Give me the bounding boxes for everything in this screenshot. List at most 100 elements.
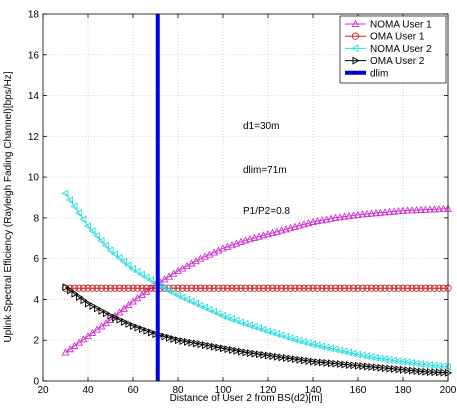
series-0-marker-60 (331, 213, 340, 221)
series-0-marker-54 (304, 219, 313, 227)
series-3-marker-74 (395, 365, 403, 374)
plot-series (61, 14, 453, 381)
series-1-marker-3 (75, 284, 83, 292)
series-2-marker-43 (254, 324, 263, 333)
series-2-marker-39 (236, 318, 245, 327)
x-tick-label-9: 200 (440, 385, 457, 396)
series-3-marker-10 (107, 311, 115, 320)
series-3-marker-70 (377, 363, 385, 372)
series-2-marker-6 (88, 226, 96, 235)
series-2-marker-17 (137, 270, 146, 279)
series-0-marker-70 (376, 208, 385, 216)
series-1-marker-61 (336, 284, 344, 292)
series-2-marker-48 (277, 331, 285, 340)
y-tick-label-5: 10 (28, 173, 40, 184)
y-tick-label-1: 2 (33, 336, 39, 347)
series-3-marker-79 (417, 367, 426, 376)
series-1-marker-45 (264, 284, 272, 292)
series-0-marker-75 (399, 206, 407, 214)
series-2-marker-34 (214, 309, 222, 318)
series-3-marker-31 (201, 341, 210, 350)
series-1-marker-28 (187, 284, 196, 292)
series-1-marker-6 (88, 284, 97, 292)
series-3-marker-63 (345, 360, 354, 369)
series-3-marker-38 (233, 346, 241, 355)
series-2-marker-41 (245, 321, 254, 330)
series-0-marker-43 (255, 232, 263, 240)
series-1-marker-74 (394, 284, 403, 292)
series-0-marker-69 (372, 209, 380, 217)
series-3-marker-81 (426, 368, 435, 376)
series-1-marker-49 (282, 284, 290, 292)
series-2-marker-32 (205, 305, 213, 314)
series-1-marker-66 (358, 284, 367, 292)
series-1-marker-67 (363, 284, 371, 292)
series-1-marker-42 (250, 284, 259, 292)
series-0-marker-64 (349, 211, 358, 219)
series-2-marker-12 (115, 253, 123, 262)
series-0-marker-49 (282, 225, 290, 233)
series-3-marker-23 (165, 333, 174, 342)
series-3-marker-6 (89, 302, 97, 310)
series-2-marker-13 (119, 257, 128, 266)
series-1-marker-38 (232, 284, 241, 292)
series-1-marker-51 (291, 284, 299, 292)
series-1-marker-69 (372, 284, 380, 292)
series-3-marker-67 (363, 362, 372, 371)
series-1-marker-50 (286, 284, 295, 292)
series-2-marker-36 (223, 313, 231, 322)
series-3-marker-57 (318, 358, 327, 367)
series-1-marker-71 (381, 284, 389, 292)
series-3-marker-36 (224, 345, 232, 354)
series-0-marker-58 (322, 215, 331, 223)
series-2-marker-25 (173, 291, 182, 300)
series-1-marker-73 (390, 284, 398, 292)
series-1-marker-78 (412, 284, 421, 292)
series-3-marker-83 (435, 368, 444, 377)
series-2-marker-42 (250, 322, 258, 331)
series-2-marker-10 (106, 246, 114, 255)
series-3-marker-47 (273, 352, 282, 361)
series-3-marker-71 (381, 364, 390, 373)
series-0-marker-68 (367, 209, 376, 217)
series-2-marker-49 (281, 332, 290, 341)
series-2-marker-33 (209, 307, 218, 316)
series-1-marker-13 (120, 284, 128, 292)
series-2-marker-26 (178, 293, 186, 302)
series-1-marker-39 (237, 284, 245, 292)
series-2-marker-52 (295, 336, 303, 345)
series-1-marker-48 (277, 284, 286, 292)
series-0-marker-56 (313, 217, 322, 225)
series-3-marker-7 (93, 304, 102, 313)
series-3-marker-15 (129, 321, 138, 330)
series-2-marker-24 (169, 288, 177, 297)
legend-marker-2 (351, 44, 359, 53)
series-3-marker-13 (120, 317, 129, 326)
series-1-marker-41 (246, 284, 254, 292)
x-tick-label-3: 80 (172, 385, 184, 396)
legend-label-4: dlim (370, 68, 388, 79)
series-3-marker-11 (111, 313, 120, 322)
series-3-marker-41 (246, 349, 255, 358)
series-0-marker-42 (250, 233, 259, 241)
series-2-marker-46 (268, 328, 276, 337)
series-0-marker-57 (318, 216, 326, 224)
x-tick-label-5: 120 (260, 385, 277, 396)
series-0-marker-14 (124, 301, 133, 309)
series-1-marker-84 (439, 284, 448, 292)
series-3-marker-55 (309, 357, 318, 366)
series-3-marker-27 (183, 337, 192, 346)
series-2-marker-51 (290, 335, 299, 344)
series-2-marker-14 (124, 261, 132, 270)
series-1-marker-30 (196, 284, 205, 292)
series-3-marker-62 (341, 360, 349, 369)
series-2-marker-54 (304, 339, 312, 348)
series-3-marker-9 (102, 309, 111, 318)
annotation-d1: d1=30m (243, 121, 279, 132)
series-1-marker-75 (399, 284, 407, 292)
series-0-marker-59 (327, 214, 335, 222)
series-1-marker-40 (241, 284, 250, 292)
series-0-marker-84 (439, 204, 448, 212)
series-2-marker-7 (92, 231, 101, 240)
